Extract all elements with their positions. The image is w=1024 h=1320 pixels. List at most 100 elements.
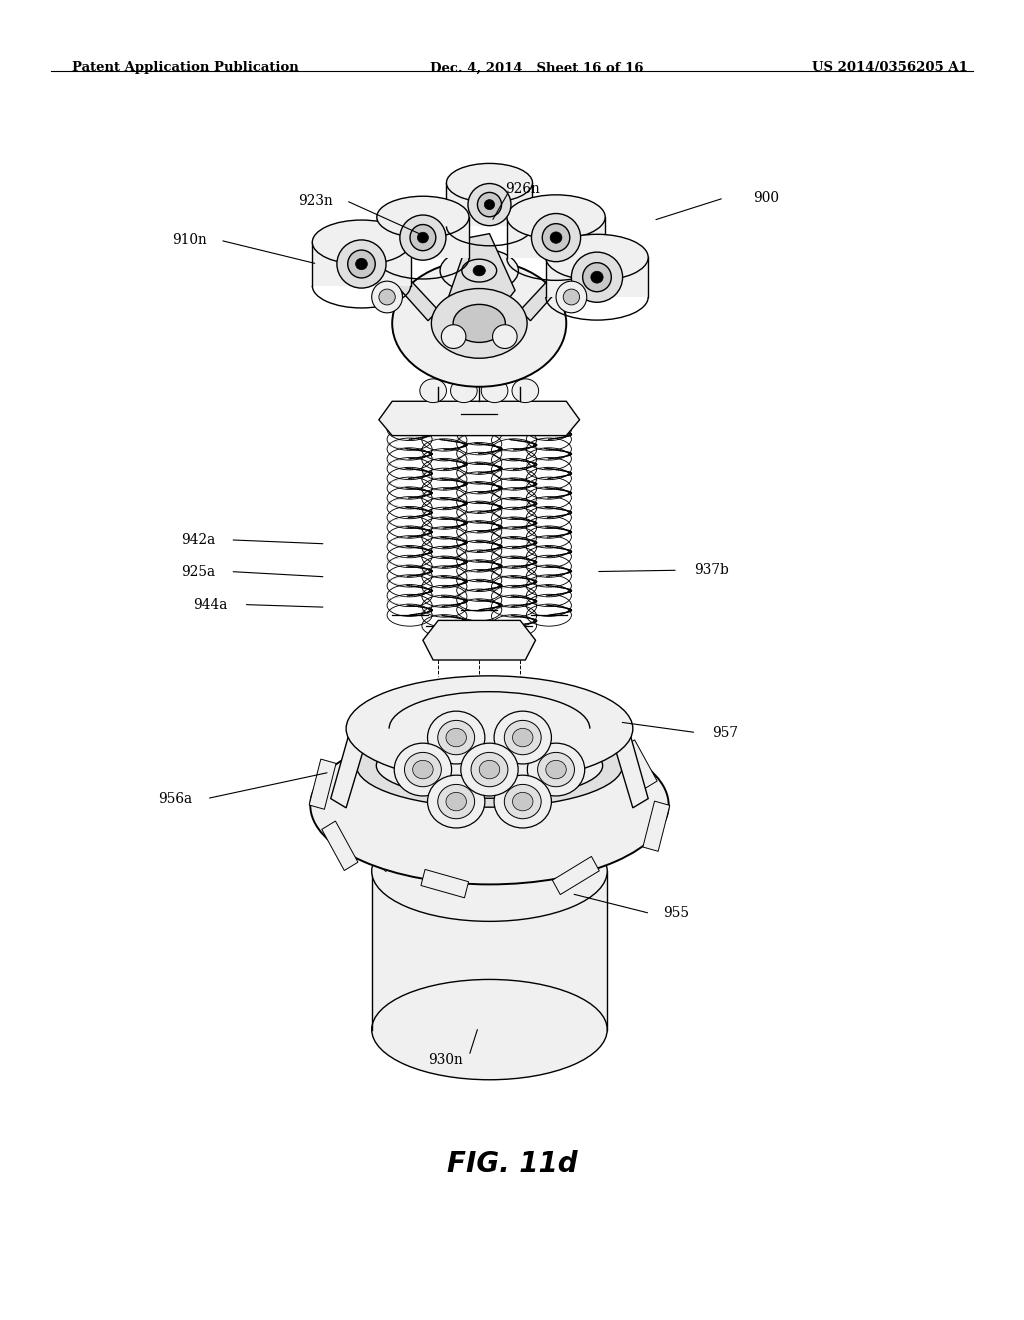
Text: 944a: 944a [193, 598, 227, 611]
Text: FIG. 11d: FIG. 11d [446, 1150, 578, 1179]
Ellipse shape [446, 164, 532, 202]
Ellipse shape [346, 676, 633, 781]
Ellipse shape [507, 195, 605, 239]
Ellipse shape [446, 729, 467, 747]
Text: Dec. 4, 2014   Sheet 16 of 16: Dec. 4, 2014 Sheet 16 of 16 [430, 61, 643, 74]
Ellipse shape [546, 235, 648, 280]
Polygon shape [423, 620, 536, 660]
Ellipse shape [355, 259, 368, 269]
Ellipse shape [399, 215, 446, 260]
Ellipse shape [418, 232, 428, 243]
Polygon shape [449, 234, 515, 317]
Ellipse shape [471, 752, 508, 787]
Ellipse shape [420, 379, 446, 403]
Ellipse shape [484, 199, 495, 210]
Ellipse shape [461, 743, 518, 796]
Ellipse shape [428, 711, 485, 764]
Polygon shape [507, 216, 605, 259]
Ellipse shape [473, 265, 485, 276]
Ellipse shape [591, 272, 603, 284]
Text: 955: 955 [664, 907, 689, 920]
Polygon shape [421, 870, 469, 898]
Ellipse shape [556, 281, 587, 313]
Ellipse shape [527, 743, 585, 796]
Text: 910n: 910n [172, 234, 207, 247]
Ellipse shape [513, 792, 534, 810]
Ellipse shape [493, 325, 517, 348]
Ellipse shape [531, 214, 581, 261]
Text: 942a: 942a [181, 533, 215, 546]
Ellipse shape [438, 721, 475, 755]
Ellipse shape [479, 760, 500, 779]
Ellipse shape [413, 760, 433, 779]
Polygon shape [310, 805, 669, 871]
Text: 923n: 923n [298, 194, 333, 207]
Ellipse shape [543, 223, 569, 252]
Ellipse shape [451, 379, 477, 403]
Text: 957: 957 [712, 726, 737, 739]
Text: US 2014/0356205 A1: US 2014/0356205 A1 [812, 61, 968, 74]
Text: 926n: 926n [505, 182, 540, 195]
Ellipse shape [392, 260, 566, 387]
Ellipse shape [546, 760, 566, 779]
Ellipse shape [438, 784, 475, 818]
Ellipse shape [441, 325, 466, 348]
Ellipse shape [468, 183, 511, 226]
Ellipse shape [372, 281, 402, 313]
Ellipse shape [404, 752, 441, 787]
Ellipse shape [550, 232, 562, 243]
Ellipse shape [431, 289, 527, 358]
Ellipse shape [477, 193, 502, 216]
Polygon shape [446, 183, 532, 226]
Polygon shape [621, 741, 657, 789]
Ellipse shape [495, 775, 552, 828]
Polygon shape [312, 243, 411, 286]
Ellipse shape [505, 784, 542, 818]
Ellipse shape [337, 240, 386, 288]
Text: 937b: 937b [694, 564, 729, 577]
Ellipse shape [495, 711, 552, 764]
Polygon shape [577, 702, 648, 808]
Polygon shape [643, 801, 670, 851]
Polygon shape [552, 857, 599, 895]
Ellipse shape [446, 792, 467, 810]
Ellipse shape [310, 726, 669, 884]
Ellipse shape [512, 379, 539, 403]
Ellipse shape [440, 248, 518, 293]
Polygon shape [377, 216, 469, 259]
Polygon shape [309, 759, 336, 809]
Polygon shape [322, 821, 358, 870]
Ellipse shape [538, 752, 574, 787]
Polygon shape [379, 401, 580, 436]
Ellipse shape [481, 379, 508, 403]
Polygon shape [372, 871, 607, 1030]
Ellipse shape [377, 197, 469, 238]
Ellipse shape [410, 224, 436, 251]
Ellipse shape [583, 263, 611, 292]
Text: 925a: 925a [181, 565, 215, 578]
Text: 930n: 930n [428, 1053, 463, 1067]
Ellipse shape [428, 775, 485, 828]
Ellipse shape [513, 729, 534, 747]
Polygon shape [331, 702, 402, 808]
Ellipse shape [505, 721, 542, 755]
Ellipse shape [356, 723, 623, 807]
Ellipse shape [377, 733, 602, 799]
Polygon shape [361, 251, 438, 321]
Ellipse shape [348, 249, 375, 279]
Ellipse shape [394, 743, 452, 796]
Ellipse shape [571, 252, 623, 302]
Text: 900: 900 [753, 191, 778, 205]
Ellipse shape [379, 289, 395, 305]
Polygon shape [546, 257, 648, 297]
Ellipse shape [462, 259, 497, 282]
Ellipse shape [372, 979, 607, 1080]
Ellipse shape [563, 289, 580, 305]
Ellipse shape [312, 220, 411, 264]
Ellipse shape [453, 305, 506, 342]
Text: Patent Application Publication: Patent Application Publication [72, 61, 298, 74]
Ellipse shape [372, 821, 607, 921]
Text: 956a: 956a [159, 792, 193, 805]
Polygon shape [520, 251, 597, 321]
Polygon shape [380, 715, 427, 754]
